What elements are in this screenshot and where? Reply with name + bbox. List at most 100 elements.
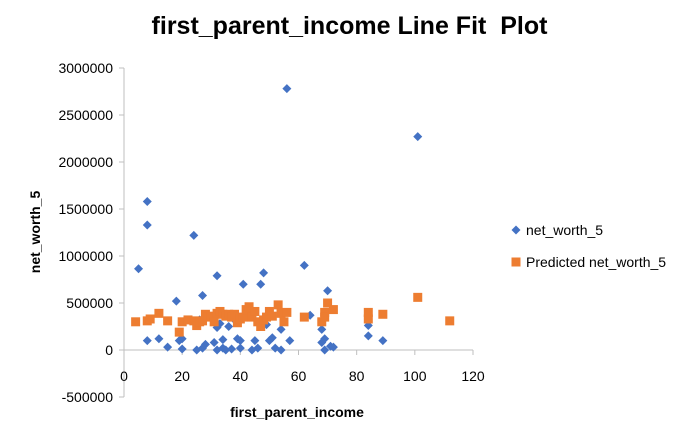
predicted-net-worth-5-point bbox=[209, 317, 219, 327]
net-worth-5-point bbox=[328, 342, 338, 352]
predicted-net-worth-5-point bbox=[244, 302, 254, 312]
predicted-net-worth-5-point bbox=[174, 327, 184, 337]
net-worth-5-point bbox=[320, 345, 330, 355]
net-worth-5-point bbox=[276, 324, 286, 334]
net-worth-5-point bbox=[285, 336, 295, 346]
predicted-net-worth-5-point bbox=[145, 314, 155, 324]
net-worth-5-point bbox=[363, 331, 373, 341]
x-tick-label: 80 bbox=[349, 368, 365, 384]
series-predicted-net-worth-5 bbox=[131, 292, 455, 337]
predicted-net-worth-5-point bbox=[267, 311, 277, 321]
predicted-net-worth-5-point bbox=[323, 298, 333, 308]
net-worth-5-point bbox=[224, 322, 234, 331]
net-worth-5-point bbox=[227, 344, 237, 354]
predicted-net-worth-5-point bbox=[363, 307, 373, 317]
predicted-net-worth-5-point bbox=[273, 300, 283, 310]
x-axis-title: first_parent_income bbox=[230, 404, 364, 420]
legend-diamond-marker bbox=[511, 225, 521, 235]
predicted-net-worth-5-point bbox=[183, 315, 193, 325]
net-worth-5-point bbox=[171, 296, 181, 306]
predicted-net-worth-5-point bbox=[328, 305, 338, 315]
predicted-net-worth-5-point bbox=[177, 317, 187, 327]
predicted-net-worth-5-point bbox=[198, 316, 208, 326]
x-tick-label: 100 bbox=[403, 368, 427, 384]
x-tick-label: 0 bbox=[120, 368, 128, 384]
net-worth-5-point bbox=[299, 260, 309, 270]
predicted-net-worth-5-point bbox=[299, 312, 309, 322]
axes-group: -500000 0 500000 1000000 1500000 2000000 25000… bbox=[58, 60, 484, 405]
predicted-net-worth-5-point bbox=[282, 307, 292, 317]
legend-label: Predicted net_worth_5 bbox=[526, 254, 666, 270]
y-axis-title: net_worth_5 bbox=[27, 191, 43, 274]
predicted-net-worth-5-point bbox=[131, 317, 141, 327]
net-worth-5-point bbox=[200, 339, 210, 349]
net-worth-5-point bbox=[142, 196, 152, 206]
net-worth-5-point bbox=[276, 345, 286, 355]
net-worth-5-point bbox=[413, 132, 423, 142]
net-worth-5-point bbox=[154, 334, 164, 344]
predicted-net-worth-5-point bbox=[230, 309, 240, 319]
net-worth-5-point bbox=[378, 336, 388, 346]
net-worth-5-point bbox=[218, 335, 228, 345]
predicted-net-worth-5-point bbox=[250, 306, 260, 316]
predicted-net-worth-5-point bbox=[163, 316, 173, 326]
net-worth-5-point bbox=[163, 342, 173, 352]
net-worth-5-point bbox=[323, 286, 333, 296]
predicted-net-worth-5-point bbox=[276, 308, 286, 318]
net-worth-5-point bbox=[235, 336, 245, 346]
series-group bbox=[131, 84, 455, 355]
legend-square-marker bbox=[511, 257, 521, 267]
predicted-net-worth-5-point bbox=[256, 322, 266, 331]
y-tick-label: -500000 bbox=[62, 389, 114, 405]
predicted-net-worth-5-point bbox=[253, 317, 263, 327]
net-worth-5-point bbox=[221, 345, 231, 355]
predicted-net-worth-5-point bbox=[206, 311, 216, 321]
net-worth-5-point bbox=[267, 333, 277, 343]
y-tick-label: 3000000 bbox=[58, 60, 113, 76]
predicted-net-worth-5-point bbox=[189, 316, 199, 326]
predicted-net-worth-5-point bbox=[320, 312, 330, 322]
y-tick-label: 500000 bbox=[66, 295, 113, 311]
net-worth-5-point bbox=[247, 345, 257, 355]
predicted-net-worth-5-point bbox=[279, 317, 289, 327]
net-worth-5-point bbox=[317, 324, 327, 334]
legend: net_worth_5 Predicted net_worth_5 bbox=[511, 222, 666, 270]
chart-title: first_parent_income Line Fit Plot bbox=[151, 12, 548, 40]
net-worth-5-point bbox=[198, 290, 208, 300]
predicted-net-worth-5-point bbox=[317, 317, 327, 327]
predicted-net-worth-5-point bbox=[363, 314, 373, 324]
net-worth-5-point bbox=[235, 343, 245, 353]
net-worth-5-point bbox=[142, 220, 152, 230]
legend-label: net_worth_5 bbox=[526, 222, 603, 238]
predicted-net-worth-5-point bbox=[238, 312, 248, 322]
net-worth-5-point bbox=[142, 336, 152, 346]
predicted-net-worth-5-point bbox=[413, 292, 423, 302]
predicted-net-worth-5-point bbox=[264, 306, 274, 316]
predicted-net-worth-5-point bbox=[378, 309, 388, 319]
y-tick-label: 2500000 bbox=[58, 107, 113, 123]
x-tick-label: 120 bbox=[461, 368, 485, 384]
net-worth-5-point bbox=[238, 279, 248, 289]
y-tick-label: 0 bbox=[105, 342, 113, 358]
net-worth-5-point bbox=[282, 84, 292, 94]
net-worth-5-point bbox=[212, 271, 222, 281]
x-tick-label: 60 bbox=[291, 368, 307, 384]
net-worth-5-point bbox=[253, 343, 263, 353]
predicted-net-worth-5-point bbox=[247, 312, 257, 322]
x-tick-label: 40 bbox=[233, 368, 249, 384]
predicted-net-worth-5-point bbox=[445, 316, 455, 326]
predicted-net-worth-5-point bbox=[154, 308, 164, 318]
net-worth-5-point bbox=[250, 336, 260, 346]
net-worth-5-point bbox=[320, 334, 330, 344]
y-tick-label: 1500000 bbox=[58, 201, 113, 217]
x-tick-label: 20 bbox=[174, 368, 190, 384]
net-worth-5-point bbox=[134, 264, 144, 274]
net-worth-5-point bbox=[259, 268, 269, 278]
net-worth-5-point bbox=[189, 230, 199, 240]
net-worth-5-point bbox=[256, 279, 266, 289]
net-worth-5-point bbox=[177, 344, 187, 354]
y-tick-label: 2000000 bbox=[58, 154, 113, 170]
predicted-net-worth-5-point bbox=[262, 312, 272, 322]
